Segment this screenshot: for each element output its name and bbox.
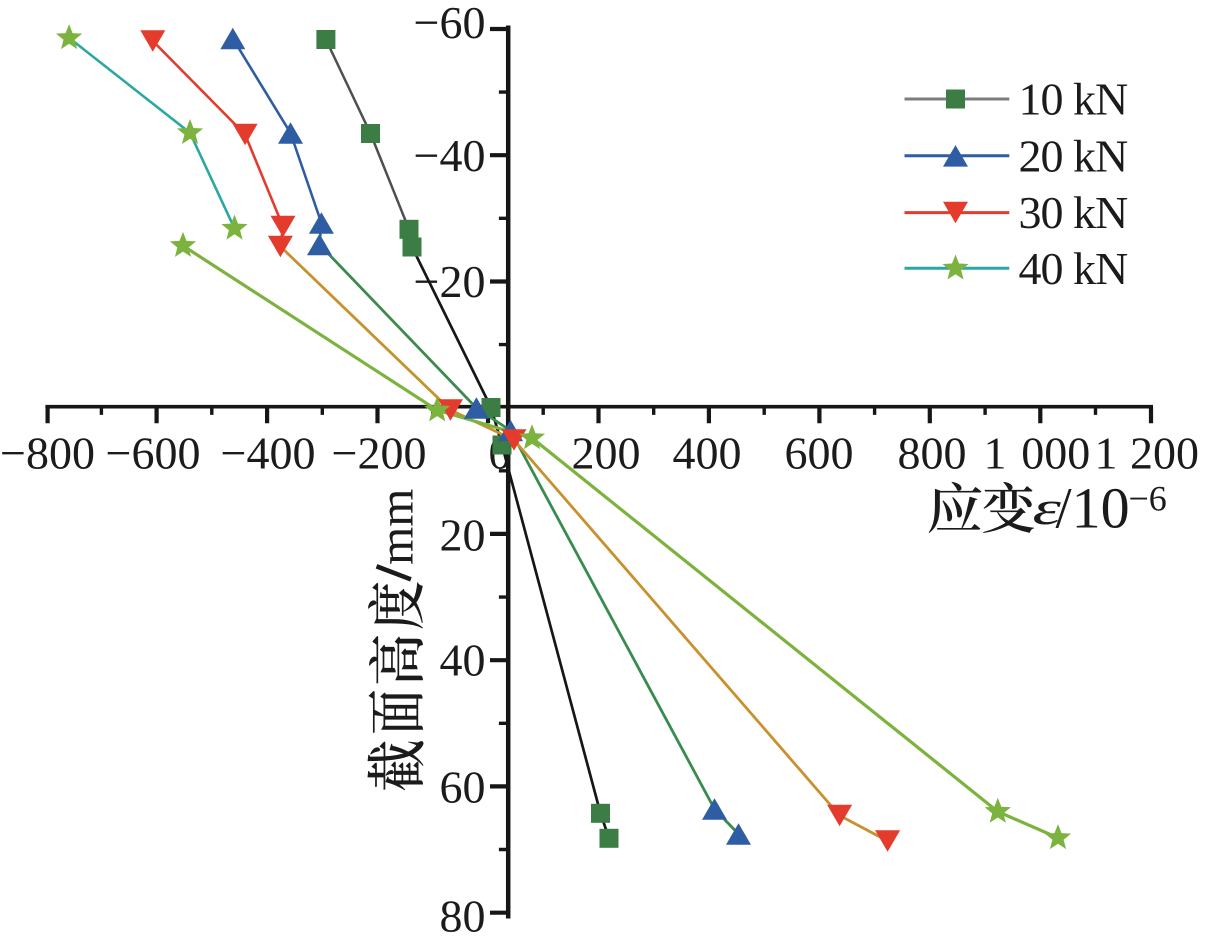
svg-text:1: 1 [1095,428,1118,479]
svg-text:−60: −60 [414,0,486,48]
svg-text:400: 400 [673,428,742,479]
svg-text:200: 200 [1130,428,1199,479]
svg-text:800: 800 [898,428,967,479]
svg-text:30 kN: 30 kN [1019,187,1129,238]
svg-text:000: 000 [1021,428,1090,479]
svg-text:20 kN: 20 kN [1019,130,1129,181]
svg-text:80: 80 [440,890,486,941]
svg-text:ε: ε [1033,481,1062,534]
svg-text:10 kN: 10 kN [1019,74,1129,125]
svg-text:60: 60 [440,761,486,812]
svg-text:−800: −800 [0,428,95,479]
svg-text:−600: −600 [106,428,201,479]
svg-text:−400: −400 [221,428,316,479]
svg-text:40 kN: 40 kN [1019,243,1129,294]
svg-text:−6: −6 [1129,479,1167,519]
svg-text:−20: −20 [414,256,486,307]
svg-text:−40: −40 [414,130,486,181]
svg-text:600: 600 [785,428,854,479]
svg-text:20: 20 [440,509,486,560]
svg-text:−200: −200 [332,428,427,479]
svg-text:mm: mm [369,489,424,565]
svg-text:/10: /10 [1056,476,1130,541]
svg-text:1: 1 [984,428,1007,479]
svg-text:40: 40 [440,635,486,686]
svg-text:200: 200 [572,428,641,479]
